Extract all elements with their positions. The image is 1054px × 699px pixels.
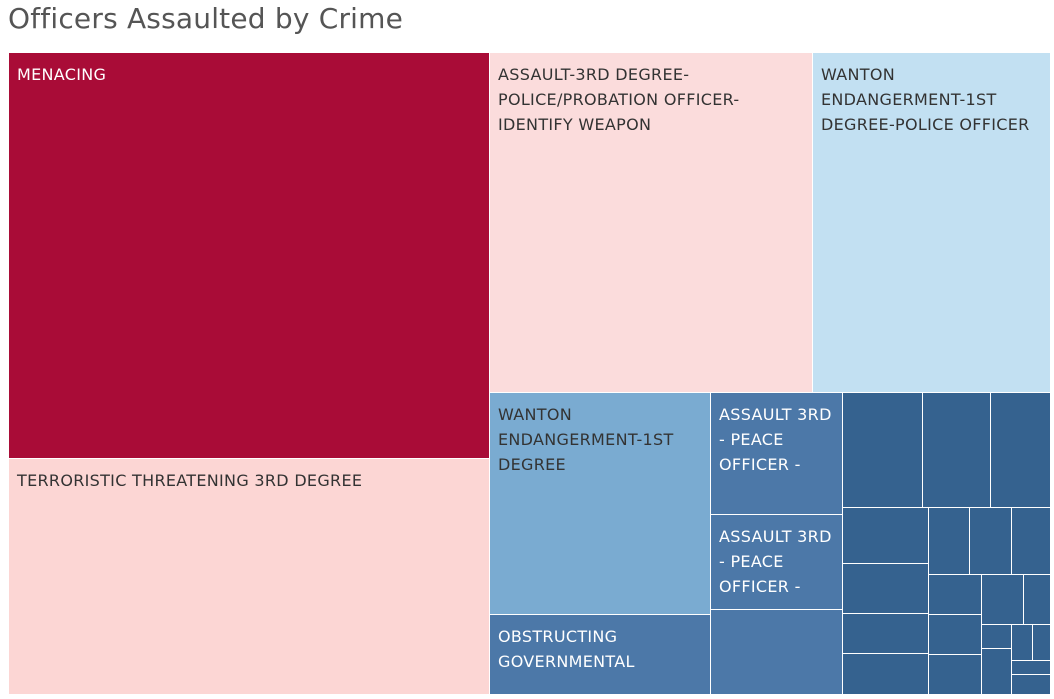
treemap-cell-label: WANTON ENDANGERMENT-1ST DEGREE [498, 405, 674, 474]
treemap-cell[interactable] [923, 393, 991, 508]
treemap-cell-label: WANTON ENDANGERMENT-1ST DEGREE-POLICE OF… [821, 65, 1030, 134]
treemap-cell-label: TERRORISTIC THREATENING 3RD DEGREE [17, 471, 363, 490]
treemap-cell[interactable] [929, 575, 982, 615]
treemap-cell[interactable] [1012, 675, 1051, 695]
treemap: MENACING TERRORISTIC THREATENING 3RD DEGR… [9, 53, 1051, 695]
chart-title: Officers Assaulted by Crime [8, 2, 404, 35]
treemap-cell[interactable] [1012, 661, 1051, 675]
treemap-cell[interactable]: OBSTRUCTING GOVERNMENTAL [490, 615, 711, 695]
treemap-cell[interactable] [843, 508, 929, 564]
treemap-cell-label: ASSAULT 3RD - PEACE OFFICER - [719, 527, 832, 596]
treemap-cell[interactable] [982, 625, 1012, 649]
treemap-cell-label: ASSAULT-3RD DEGREE-POLICE/PROBATION OFFI… [498, 65, 740, 134]
treemap-cell[interactable]: WANTON ENDANGERMENT-1ST DEGREE [490, 393, 711, 615]
treemap-cell[interactable] [843, 614, 929, 654]
treemap-cell[interactable] [929, 655, 982, 695]
treemap-cell[interactable] [843, 564, 929, 614]
treemap-cell-label: MENACING [17, 65, 107, 84]
treemap-cell[interactable] [991, 393, 1051, 508]
treemap-cell[interactable] [929, 508, 970, 575]
treemap-cell[interactable]: WANTON ENDANGERMENT-1ST DEGREE-POLICE OF… [813, 53, 1051, 393]
treemap-cell[interactable] [970, 508, 1012, 575]
treemap-cell[interactable]: ASSAULT 3RD - PEACE OFFICER - [711, 393, 843, 515]
treemap-cell[interactable] [982, 649, 1012, 695]
treemap-cell[interactable]: TERRORISTIC THREATENING 3RD DEGREE [9, 459, 490, 695]
treemap-cell[interactable] [843, 393, 923, 508]
treemap-cell[interactable] [1024, 575, 1051, 625]
treemap-cell[interactable]: MENACING [9, 53, 490, 459]
treemap-cell[interactable]: ASSAULT-3RD DEGREE-POLICE/PROBATION OFFI… [490, 53, 813, 393]
treemap-cell-label: ASSAULT 3RD - PEACE OFFICER - [719, 405, 832, 474]
treemap-cell[interactable] [1012, 625, 1033, 661]
treemap-cell[interactable] [1012, 508, 1051, 575]
treemap-cell[interactable]: ASSAULT 3RD - PEACE OFFICER - [711, 515, 843, 610]
treemap-cell[interactable] [1033, 625, 1051, 661]
treemap-cell-label: OBSTRUCTING GOVERNMENTAL [498, 627, 635, 671]
treemap-cell[interactable] [929, 615, 982, 655]
treemap-cell[interactable] [982, 575, 1024, 625]
treemap-cell[interactable] [711, 610, 843, 695]
treemap-cell[interactable] [843, 654, 929, 695]
